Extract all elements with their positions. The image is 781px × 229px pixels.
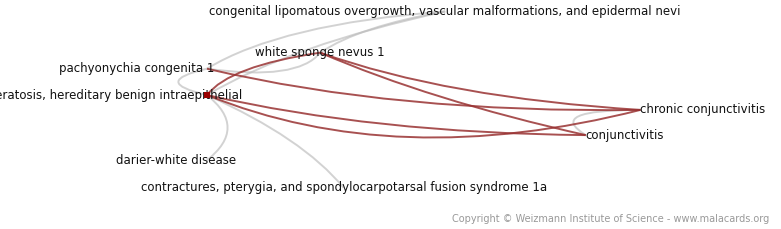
Text: Copyright © Weizmann Institute of Science - www.malacards.org: Copyright © Weizmann Institute of Scienc… [452, 214, 769, 224]
Text: white sponge nevus 1: white sponge nevus 1 [255, 46, 385, 59]
Text: darier-white disease: darier-white disease [116, 154, 236, 167]
Text: dyskeratosis, hereditary benign intraepithelial: dyskeratosis, hereditary benign intraepi… [0, 89, 243, 101]
Text: congenital lipomatous overgrowth, vascular malformations, and epidermal nevi: congenital lipomatous overgrowth, vascul… [209, 5, 681, 18]
Text: pachyonychia congenita 1: pachyonychia congenita 1 [59, 62, 214, 75]
Text: contractures, pterygia, and spondylocarpotarsal fusion syndrome 1a: contractures, pterygia, and spondylocarp… [141, 181, 547, 194]
Text: chronic conjunctivitis: chronic conjunctivitis [640, 104, 765, 116]
Text: conjunctivitis: conjunctivitis [586, 129, 665, 142]
